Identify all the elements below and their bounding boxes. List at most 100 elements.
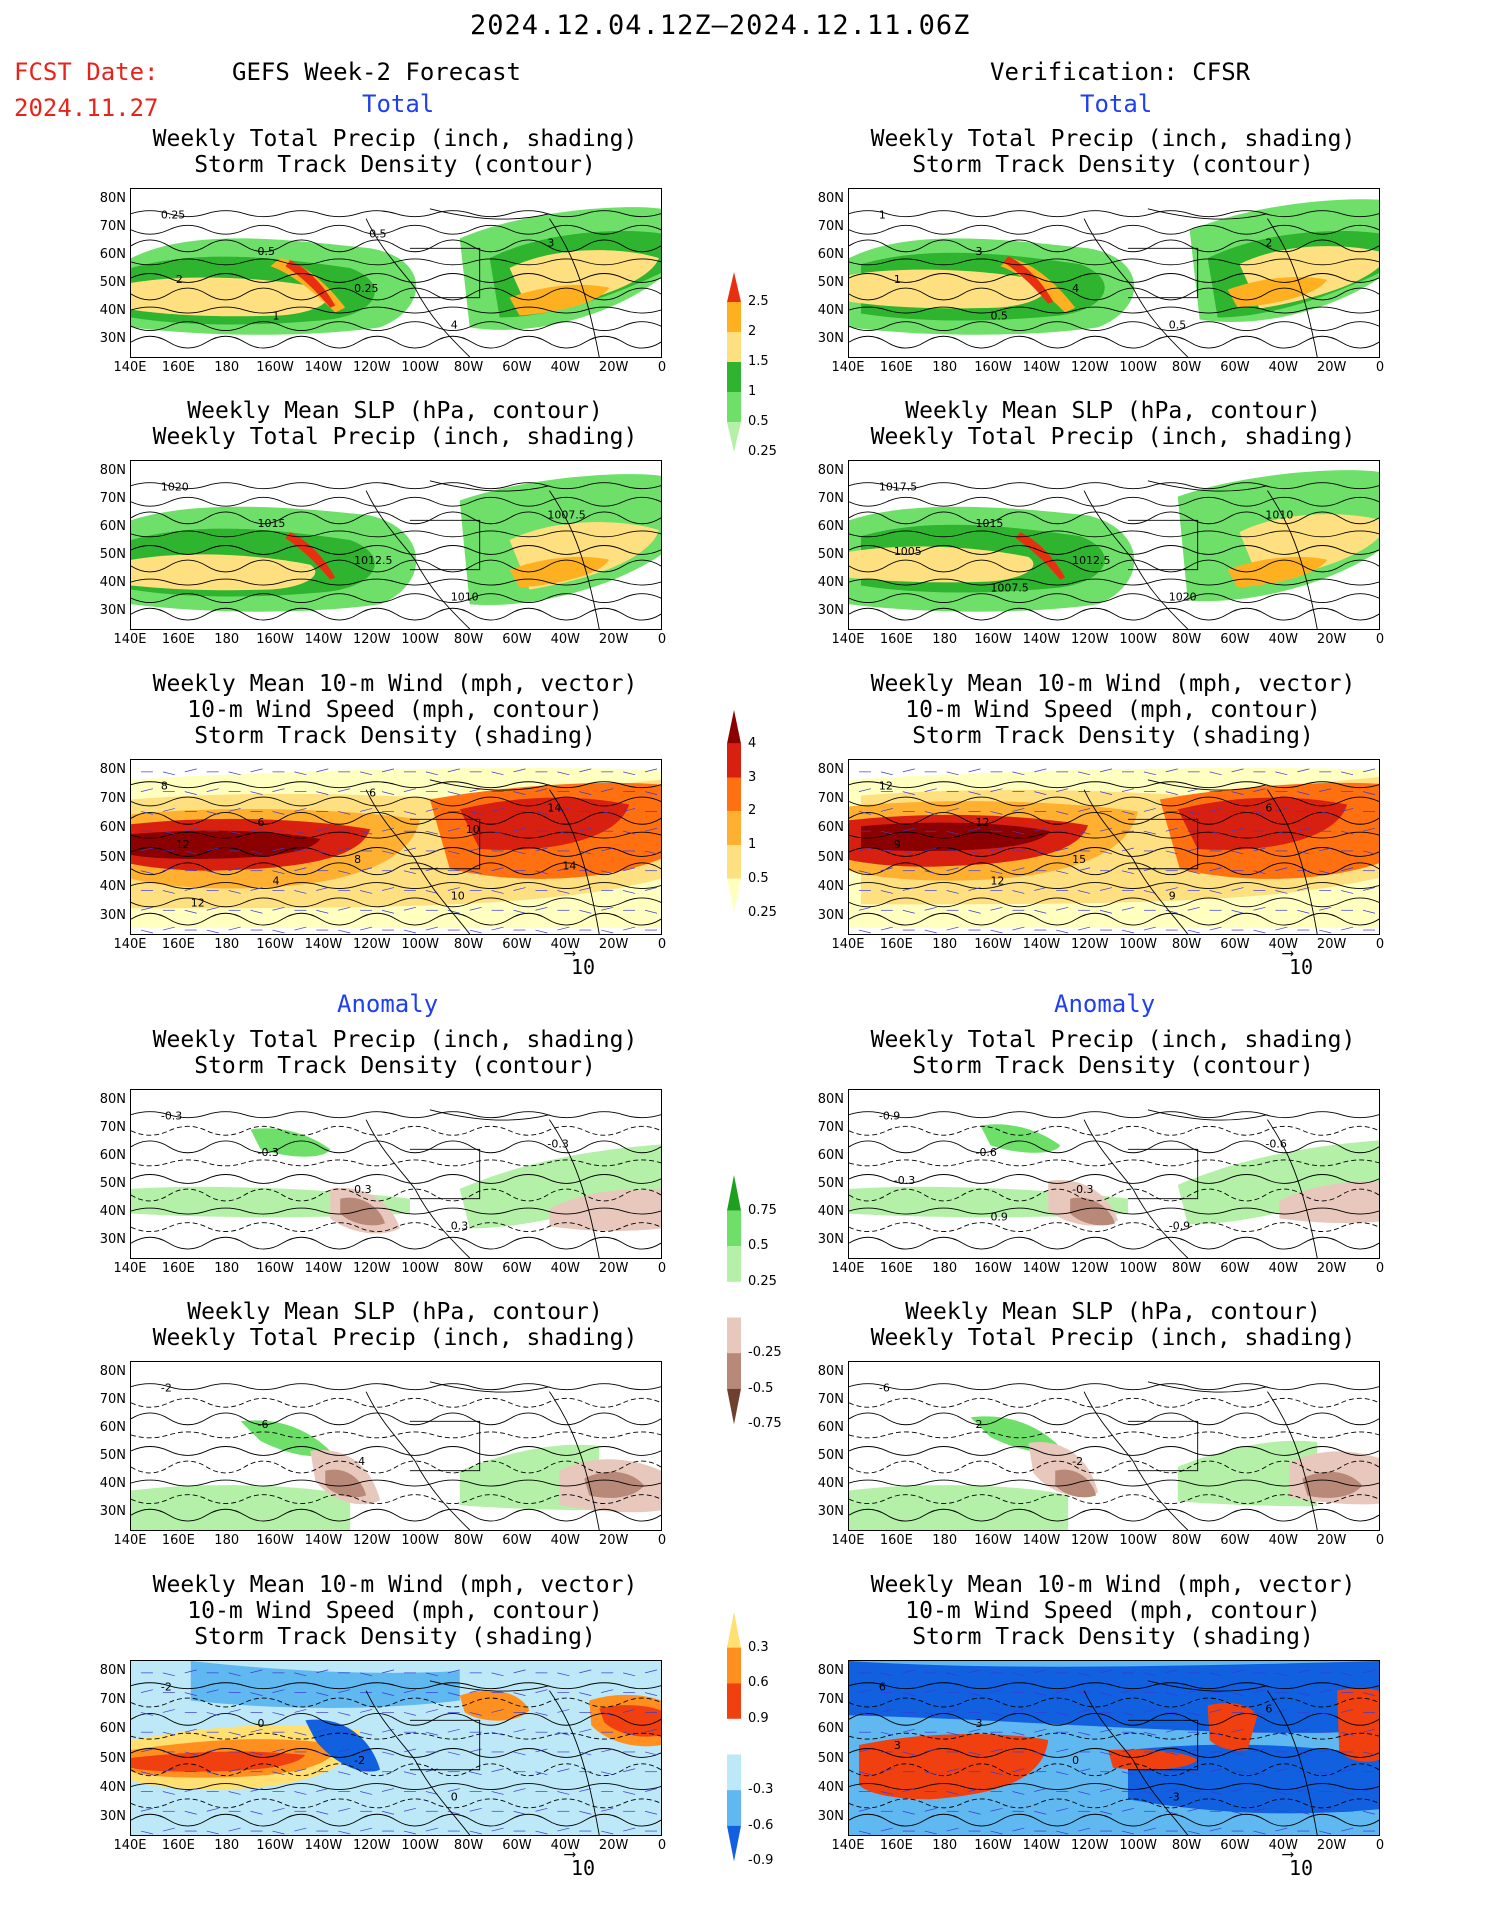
colorbar-precip_total-swatch xyxy=(727,422,741,452)
right-row3-wind-vector xyxy=(1253,788,1266,792)
left-row6-wind-vector xyxy=(338,1712,351,1716)
right-row3-wind-vector xyxy=(1297,827,1310,832)
left-row6-lon-tick: 160W xyxy=(256,1838,294,1853)
left-row5-lat-tick: 60N xyxy=(99,1420,126,1435)
left-row6-wind-vector xyxy=(338,1807,351,1812)
left-row4-lon-tick: 140W xyxy=(304,1261,343,1276)
right-row3-wind-vector xyxy=(1187,870,1200,875)
left-row3-wind-vector xyxy=(623,867,636,872)
right-row6-title: Weekly Mean 10-m Wind (mph, vector) 10-m … xyxy=(833,1572,1393,1650)
left-row3-wind-vector xyxy=(228,830,241,835)
colorbar-precip_anom-label: 0.5 xyxy=(748,1238,769,1254)
right-row2-lat-tick: 40N xyxy=(817,575,844,590)
left-row4-lon-tick: 160W xyxy=(256,1261,294,1276)
right-row6-lon-tick: 140W xyxy=(1022,1838,1061,1853)
right-row2-lon-tick: 80W xyxy=(1171,632,1202,647)
right-row3-wind-vector xyxy=(1056,870,1069,875)
left-row6-wind-vector xyxy=(272,1830,285,1835)
left-row6-wind-vector xyxy=(360,1768,373,1773)
left-row6-wind-vector xyxy=(184,1810,197,1815)
right-row3-wind-vector xyxy=(1187,929,1200,934)
right-row6-wind-vector xyxy=(1253,1771,1266,1776)
right-row1-shading xyxy=(1003,256,1054,304)
right-row4-lon-tick: 80W xyxy=(1171,1261,1202,1276)
right-row6-wind-vector xyxy=(1362,1751,1376,1756)
right-row6-contour xyxy=(849,1748,1379,1758)
left-row1-map: 0.25 0.5 0.25 4 3 2 1 0.5 xyxy=(130,188,662,358)
left-row6-map-svg: -2 0 -2 0 xyxy=(131,1661,661,1835)
right-row3-lat-tick: 60N xyxy=(817,820,844,836)
left-row2-lon-tick: 140E xyxy=(113,632,147,647)
left-row5-lat-tick: 30N xyxy=(99,1504,126,1519)
right-row4-lon-tick: 160W xyxy=(974,1261,1012,1276)
right-row5-lon-tick: 60W xyxy=(1220,1533,1250,1548)
right-row3-wind-vector xyxy=(1012,771,1025,776)
left-row6-wind-vector xyxy=(513,1751,526,1756)
left-row6-wind-vector xyxy=(623,1768,636,1773)
right-row5-lon-tick: 160E xyxy=(879,1533,913,1548)
left-row6-lon-tick: 100W xyxy=(401,1838,440,1853)
right-row3-wind-vector xyxy=(990,906,1003,911)
left-row6-wind-vector xyxy=(491,1709,504,1713)
right-row1-contour-label: 3 xyxy=(976,245,983,258)
left-row3-wind-vector xyxy=(272,870,285,875)
right-row6-wind-vector xyxy=(990,1830,1003,1835)
right-row1-lon-tick: 20W xyxy=(1316,360,1347,375)
right-row1-contour xyxy=(849,321,1379,332)
colorbar-precip_total-swatch xyxy=(727,332,741,362)
left-row4-map: -0.3 -0.3 0.3 0.3 -0.3 xyxy=(130,1089,662,1259)
right-row6-wind-vector xyxy=(1165,1751,1178,1756)
right-row6-wind-vector xyxy=(1253,1830,1266,1835)
left-row2-lat-tick: 40N xyxy=(99,575,126,590)
left-row2-lon-tick: 180 xyxy=(214,632,240,647)
right-row3-contour xyxy=(849,912,1379,926)
colorbar-precip_total-svg xyxy=(727,272,741,452)
right-row4-shading xyxy=(1279,1180,1379,1224)
right-row6-wind-vector xyxy=(1297,1810,1310,1815)
right-row3-wind-vector xyxy=(1319,847,1332,852)
right-row6-wind-vector xyxy=(1275,1791,1288,1795)
right-row6-wind-vector xyxy=(1319,1807,1332,1812)
left-row6-shading xyxy=(459,1690,530,1721)
left-row6-wind-vector xyxy=(140,1807,154,1812)
right-row6-wind-vector xyxy=(1187,1712,1200,1716)
left-row3-wind-vector xyxy=(228,808,241,812)
right-row3-wind-vector xyxy=(1056,906,1069,911)
left-row6-wind-vector xyxy=(206,1830,219,1835)
right-row3-wind-vector xyxy=(1297,887,1310,891)
right-row6-wind-vector xyxy=(1362,1788,1376,1792)
left-row6-wind-vector xyxy=(623,1709,636,1713)
right-row3-wind-vector xyxy=(1099,768,1113,773)
right-row6-wind-vector xyxy=(1078,1791,1091,1795)
right-row4-contour xyxy=(849,1140,1379,1154)
left-row5-contour xyxy=(131,1508,661,1522)
left-row6-wind-vector xyxy=(184,1669,197,1674)
right-row4-lon-tick: 120W xyxy=(1070,1261,1109,1276)
right-row3-lat-tick: 80N xyxy=(817,762,844,777)
right-row4-contour xyxy=(849,1207,1379,1215)
left-row1-contour-label: 0.5 xyxy=(369,227,386,240)
left-row3-contour-label: 8 xyxy=(161,780,168,793)
right-row3-wind-vector xyxy=(1231,850,1244,855)
right-row3-wind-vector xyxy=(858,847,872,852)
left-row2-contour-label: 1012.5 xyxy=(354,554,392,567)
left-total-label: Total xyxy=(362,90,435,118)
right-row6-wind-vector xyxy=(1165,1692,1178,1696)
right-row6-wind-vector xyxy=(1034,1788,1047,1792)
right-row6-wind-vector xyxy=(1275,1709,1288,1713)
right-row5-shading xyxy=(849,1485,1069,1530)
right-row6-wind-vector xyxy=(1056,1771,1069,1776)
right-row2-map-svg: 1017.5 1015 1012.5 1020 1010 1005 1007.5 xyxy=(849,470,1379,629)
left-row6-wind-vector xyxy=(228,1731,241,1736)
left-row6-wind-vector xyxy=(228,1768,241,1773)
right-row3-wind-vector xyxy=(880,867,893,872)
left-row6-wind-vector xyxy=(250,1728,263,1733)
right-row3-wind-vector xyxy=(968,887,981,891)
right-row4-shading xyxy=(980,1124,1061,1153)
left-row2-contour-label: 1020 xyxy=(161,481,189,494)
right-row6-wind-vector xyxy=(1165,1810,1178,1815)
right-row4-lon-tick: 60W xyxy=(1220,1261,1250,1276)
left-row3-wind-vector xyxy=(228,890,241,894)
right-row6-wind-vector xyxy=(858,1807,872,1812)
right-row6-wind-vector xyxy=(858,1748,872,1753)
